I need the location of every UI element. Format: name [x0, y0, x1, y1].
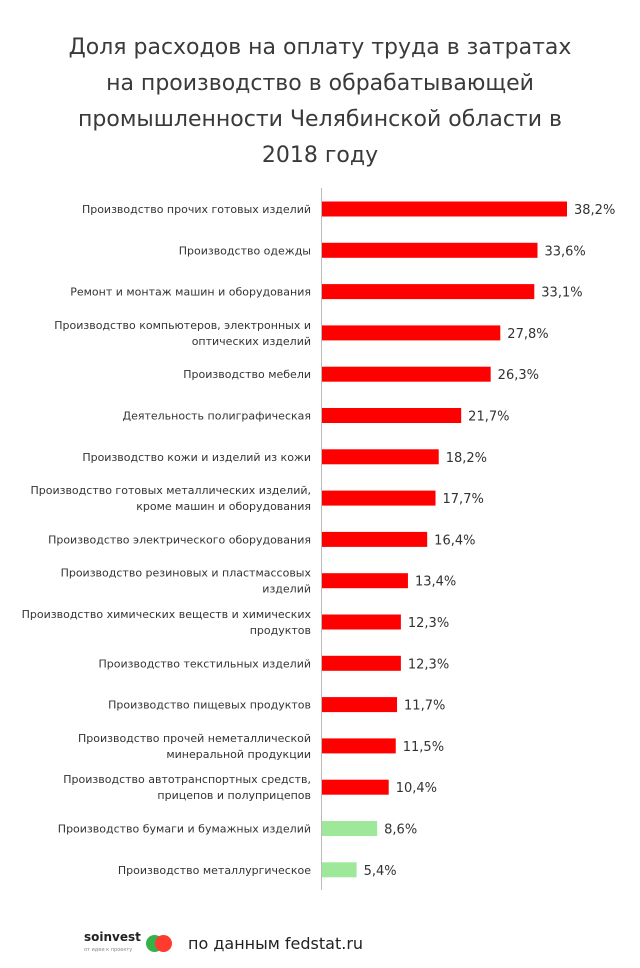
- bar: [322, 408, 462, 423]
- data-label: 8,6%: [384, 823, 417, 838]
- category-label: Производство химических веществ и химиче…: [22, 608, 312, 621]
- bar: [322, 449, 439, 465]
- data-label: 38,2%: [574, 203, 615, 218]
- chart-title: Доля расходов на оплату труда в затратах…: [40, 30, 600, 174]
- category-label: Производство кожи и изделий из кожи: [82, 451, 311, 464]
- category-label: Производство пищевых продуктов: [108, 699, 311, 712]
- category-label: Ремонт и монтаж машин и оборудования: [70, 286, 311, 299]
- category-label: Производство компьютеров, электронных и: [54, 319, 311, 332]
- data-label: 33,1%: [541, 286, 582, 301]
- category-label: прицепов и полуприцепов: [157, 789, 311, 802]
- bar: [322, 366, 491, 382]
- bar: [322, 614, 401, 630]
- bar-chart: 38,2% Производство прочих готовых изделий…: [22, 188, 615, 890]
- bar: [322, 573, 408, 589]
- bar: [322, 738, 396, 754]
- data-label: 18,2%: [446, 451, 487, 466]
- category-label: Деятельность полиграфическая: [123, 410, 312, 423]
- chart-title-line: Доля расходов на оплату труда в затратах: [68, 35, 572, 60]
- chart-title-line: 2018 году: [261, 143, 379, 168]
- bar: [322, 201, 567, 217]
- brand-circles-icon: [146, 933, 176, 953]
- category-label: минеральной продукции: [166, 748, 311, 761]
- brand-tagline: от идеи к проекту: [84, 947, 133, 953]
- category-label: Производство электрического оборудования: [48, 533, 311, 546]
- bar: [322, 821, 378, 836]
- chart-title-line: на производство в обрабатывающей: [106, 71, 534, 96]
- category-label: Производство прочих готовых изделий: [82, 203, 311, 216]
- brand-name: soinvest: [84, 930, 141, 944]
- category-label: кроме машин и оборудования: [136, 500, 311, 513]
- bar: [322, 284, 535, 300]
- bar: [322, 697, 398, 713]
- category-label: оптических изделий: [192, 335, 311, 348]
- category-label: Производство прочей неметаллической: [78, 732, 311, 745]
- category-label: изделий: [262, 583, 311, 596]
- category-label: Производство текстильных изделий: [99, 657, 312, 670]
- data-label: 10,4%: [396, 781, 437, 796]
- category-label: Производство одежды: [179, 244, 311, 257]
- category-label: Производство резиновых и пластмассовых: [61, 567, 312, 580]
- data-label: 16,4%: [434, 533, 475, 548]
- data-label: 26,3%: [498, 368, 539, 383]
- data-label: 12,3%: [408, 657, 449, 672]
- red-circle-icon: [155, 935, 172, 952]
- category-label: Производство металлургическое: [118, 864, 311, 877]
- data-label: 17,7%: [443, 492, 484, 507]
- category-label: Производство бумаги и бумажных изделий: [58, 823, 311, 836]
- data-label: 13,4%: [415, 575, 456, 590]
- data-label: 11,7%: [404, 699, 445, 714]
- footer: soinvest от идеи к проекту по данным fed…: [84, 928, 363, 958]
- bar: [322, 242, 538, 258]
- bar: [322, 531, 428, 547]
- data-label: 12,3%: [408, 616, 449, 631]
- bar: [322, 655, 401, 671]
- data-label: 21,7%: [468, 410, 509, 425]
- data-label: 11,5%: [403, 740, 444, 755]
- data-label: 33,6%: [544, 244, 585, 259]
- data-label: 27,8%: [507, 327, 548, 342]
- source-note: по данным fedstat.ru: [188, 933, 364, 953]
- chart-title-line: промышленности Челябинской области в: [78, 107, 562, 132]
- bar: [322, 862, 357, 878]
- data-label: 5,4%: [364, 864, 397, 879]
- bar: [322, 490, 436, 506]
- bar: [322, 325, 501, 341]
- brand-logo: soinvest от идеи к проекту: [84, 928, 146, 958]
- category-label: Производство автотранспортных средств,: [63, 773, 311, 786]
- category-label: Производство мебели: [183, 368, 311, 381]
- category-label: Производство готовых металлических издел…: [30, 484, 311, 497]
- category-label: продуктов: [250, 624, 311, 637]
- bar: [322, 779, 389, 795]
